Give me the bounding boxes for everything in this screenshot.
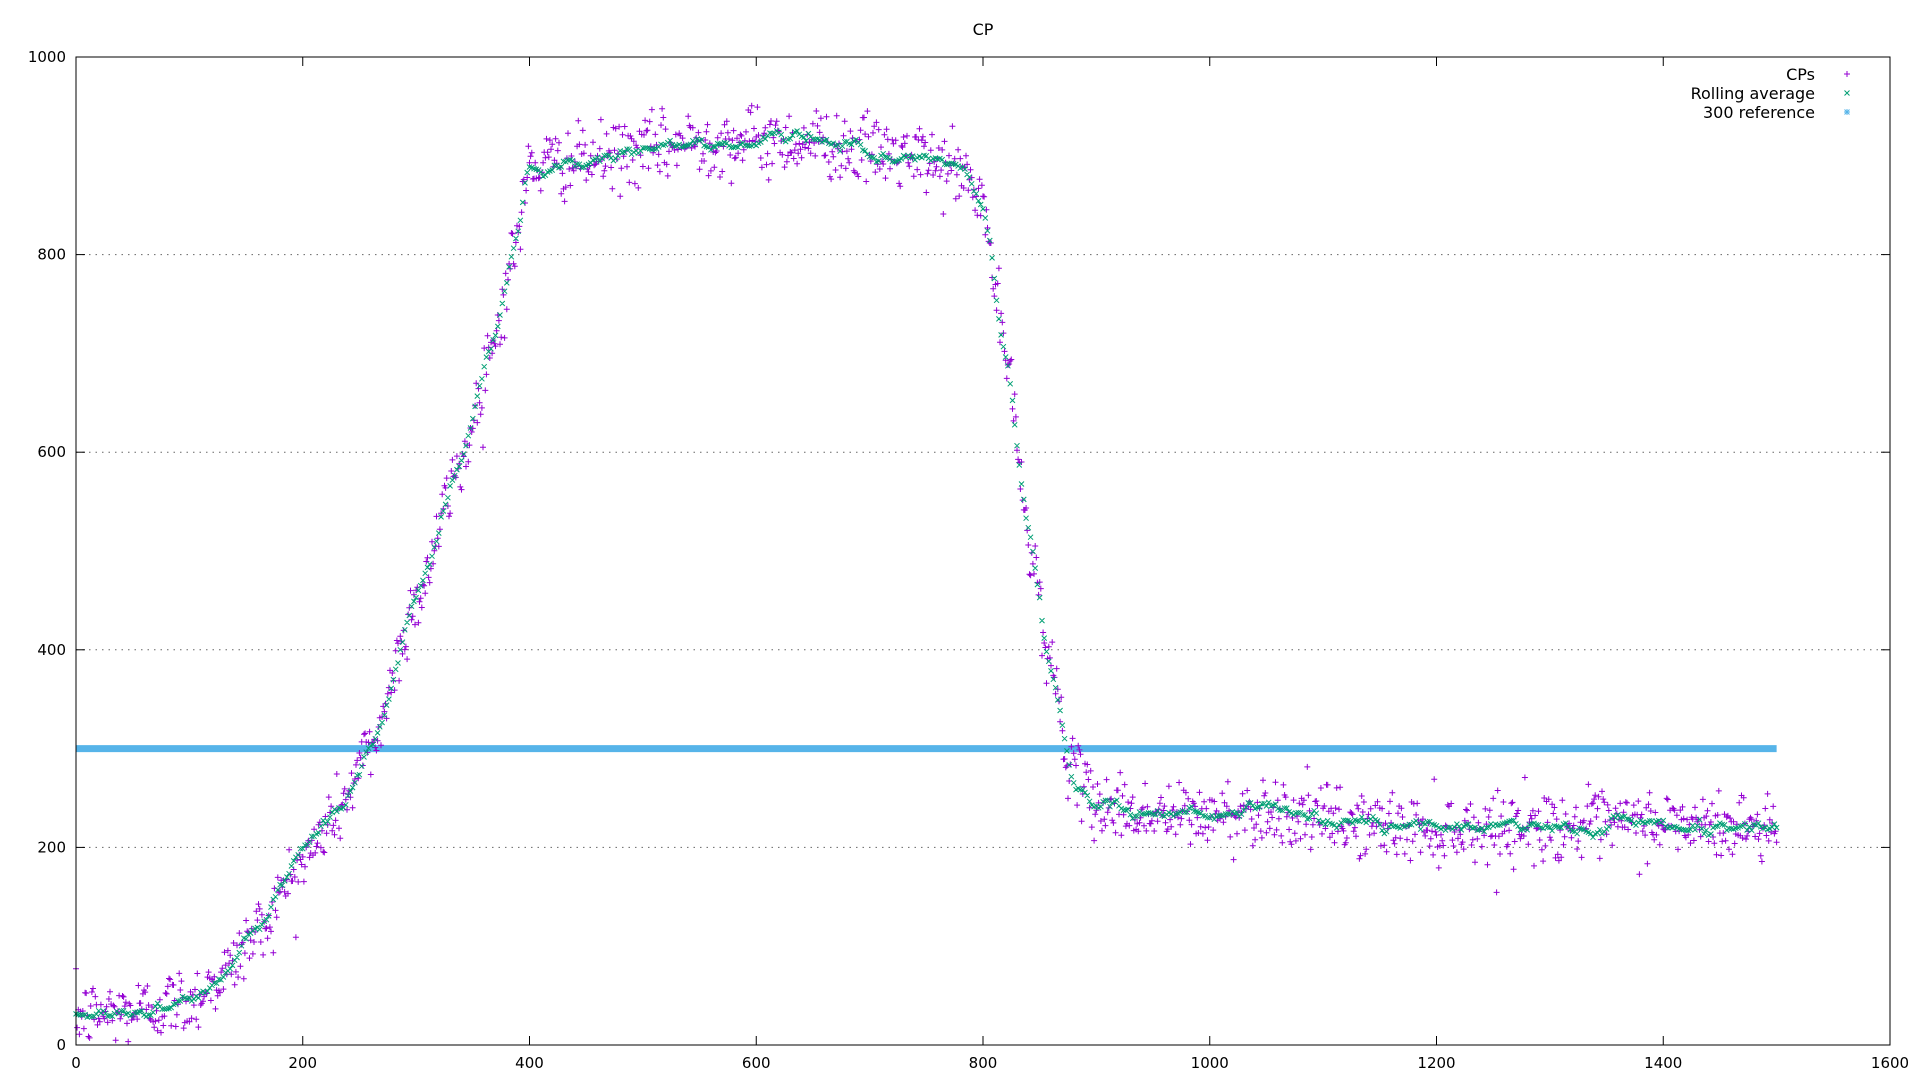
legend-label-rolling-average: Rolling average [1691, 84, 1815, 103]
x-tick-label: 800 [969, 1054, 998, 1072]
y-tick-label: 1000 [28, 48, 66, 66]
y-tick-label: 800 [37, 246, 66, 264]
legend-marker-cps [1844, 71, 1850, 77]
legend-label-300-reference: 300 reference [1703, 103, 1815, 122]
y-tick-label: 200 [37, 838, 66, 856]
x-tick-labels: 0 200 400 600 800 1000 1200 1400 1600 [71, 1054, 1909, 1072]
x-tick-label: 200 [288, 1054, 317, 1072]
y-tick-labels: 0 200 400 600 800 1000 [28, 48, 66, 1054]
legend-label-cps: CPs [1786, 65, 1815, 84]
x-tick-label: 1600 [1871, 1054, 1909, 1072]
x-tick-label: 0 [71, 1054, 81, 1072]
legend-marker-rolling-average [1844, 90, 1850, 96]
legend: CPs Rolling average 300 reference [1691, 65, 1850, 122]
axis-ticks [75, 56, 1891, 1046]
x-tick-label: 1400 [1644, 1054, 1682, 1072]
y-tick-label: 600 [37, 443, 66, 461]
x-tick-label: 1000 [1191, 1054, 1229, 1072]
legend-marker-300-reference [1844, 109, 1850, 115]
chart-title: CP [973, 20, 994, 39]
x-tick-label: 400 [515, 1054, 544, 1072]
y-tick-label: 400 [37, 641, 66, 659]
x-tick-label: 600 [742, 1054, 771, 1072]
y-tick-label: 0 [56, 1036, 66, 1054]
x-tick-label: 1200 [1417, 1054, 1455, 1072]
